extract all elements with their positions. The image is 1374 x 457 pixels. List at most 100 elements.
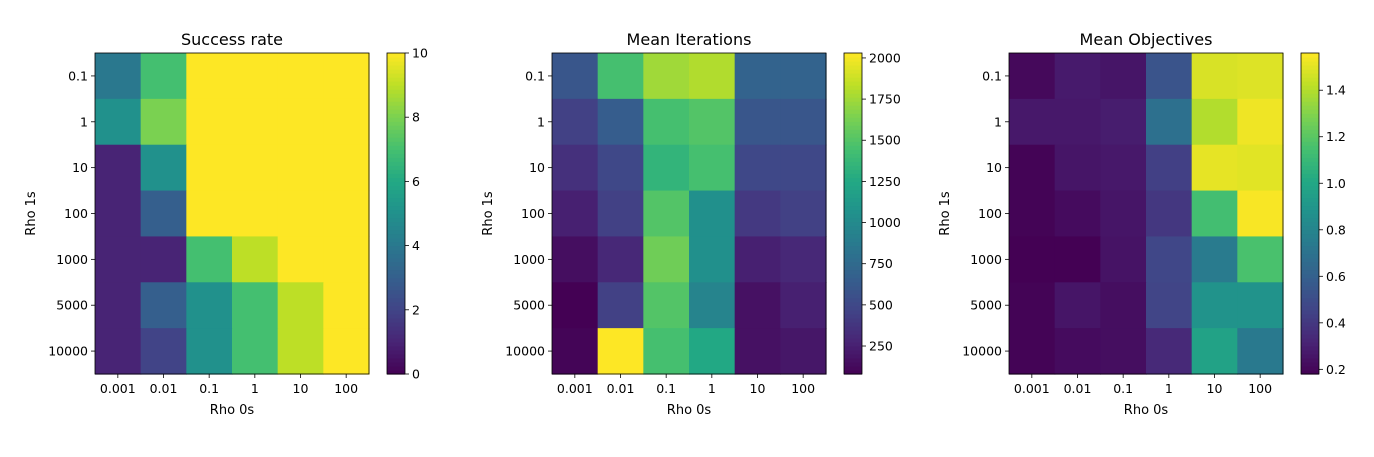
colorbar-segment (844, 301, 862, 307)
colorbar-segment (387, 65, 405, 70)
colorbar-segment (844, 61, 862, 66)
x-tick-label: 1 (251, 381, 259, 396)
colorbar-segment (387, 221, 405, 227)
colorbar-segment (1301, 241, 1319, 247)
colorbar-segment (1301, 349, 1319, 355)
heatmap-cell-r4-c4 (734, 236, 781, 283)
colorbar-segment (387, 317, 405, 323)
colorbar-frame (386, 52, 406, 375)
y-tick-label: 0.1 (68, 68, 88, 83)
x-tick-label: 0.1 (199, 381, 219, 396)
colorbar-segment (1301, 205, 1319, 211)
colorbar-segment (387, 357, 405, 363)
colorbar-segment (844, 77, 862, 82)
x-tick-label: 10 (293, 381, 309, 396)
colorbar-segment (387, 117, 405, 122)
heatmap-cell-r6-c5 (780, 328, 827, 375)
colorbar-segment (387, 349, 405, 355)
colorbar-segment (844, 165, 862, 170)
colorbar-segment (844, 245, 862, 251)
heatmap-cell-r0-c4 (1191, 53, 1238, 100)
colorbar-segment (387, 129, 405, 134)
colorbar-segment (387, 277, 405, 283)
colorbar-tick-label: 1.0 (1326, 176, 1346, 191)
colorbar-segment (1301, 289, 1319, 295)
y-tick-label: 5000 (56, 298, 88, 313)
heatmap-cell-r5-c2 (1100, 282, 1147, 329)
colorbar-segment (844, 265, 862, 271)
heatmap-cell-r0-c2 (643, 53, 690, 100)
heatmap-cell-r4-c0 (1009, 236, 1056, 283)
heatmap-cell-r3-c4 (277, 190, 324, 238)
heatmap-cell-r6-c2 (186, 328, 233, 375)
colorbar-segment (844, 169, 862, 174)
colorbar-segment (844, 233, 862, 239)
colorbar-segment (1301, 121, 1319, 126)
heatmap-cell-r0-c0 (1009, 53, 1056, 100)
heatmap-cell-r4-c1 (597, 236, 644, 283)
heatmap-cell-r0-c1 (140, 53, 187, 100)
colorbar-segment (844, 177, 862, 182)
colorbar-segment (387, 125, 405, 130)
colorbar-segment (387, 213, 405, 219)
heatmap-cell-r2-c1 (1054, 144, 1101, 192)
heatmap-cell-r2-c0 (1009, 144, 1056, 192)
colorbar-segment (1301, 369, 1319, 375)
colorbar-segment (844, 353, 862, 359)
colorbar-segment (844, 213, 862, 219)
y-tick-label: 10 (986, 160, 1002, 175)
colorbar-segment (1301, 365, 1319, 371)
colorbar-segment (844, 225, 862, 231)
heatmap-cell-r0-c4 (734, 53, 781, 100)
colorbar-segment (1301, 261, 1319, 267)
heatmap-cell-r3-c4 (1191, 190, 1238, 238)
heatmap-cell-r3-c4 (734, 190, 781, 238)
x-tick-label: 100 (791, 381, 815, 396)
heatmap-cell-r5-c4 (734, 282, 781, 329)
heatmap-cell-r6-c4 (1191, 328, 1238, 375)
x-tick-label: 0.001 (100, 381, 136, 396)
colorbar-segment (1301, 181, 1319, 187)
colorbar-segment (1301, 197, 1319, 203)
heatmap-cell-r2-c3 (232, 144, 279, 192)
colorbar-segment (387, 173, 405, 178)
colorbar-segment (387, 269, 405, 275)
heatmap-cell-r0-c3 (689, 53, 736, 100)
colorbar-segment (1301, 73, 1319, 78)
colorbar-segment (844, 261, 862, 267)
colorbar-segment (1301, 285, 1319, 291)
x-tick-label: 100 (334, 381, 358, 396)
x-tick-label: 10 (1207, 381, 1223, 396)
y-tick-label: 5000 (970, 298, 1002, 313)
heatmap-cell-r6-c4 (734, 328, 781, 375)
heatmap-cell-r4-c5 (323, 236, 370, 283)
colorbar-segment (387, 101, 405, 106)
colorbar-segment (1301, 357, 1319, 363)
colorbar-segment (387, 249, 405, 255)
colorbar-segment (844, 241, 862, 247)
heatmap-cell-r5-c5 (1237, 282, 1284, 329)
heatmap-cell-r0-c0 (95, 53, 142, 100)
colorbar-tick-label: 8 (412, 110, 420, 125)
heatmap-cell-r6-c2 (1100, 328, 1147, 375)
colorbar-segment (387, 201, 405, 207)
colorbar-segment (1301, 89, 1319, 94)
colorbar-segment (1301, 165, 1319, 170)
colorbar-segment (387, 329, 405, 335)
chart-panel-2: Mean Iterations 0.001 0.01 0.1 1 10 100 0.1 1 10 1… (481, 30, 901, 418)
colorbar-segment (387, 261, 405, 267)
colorbar-segment (1301, 129, 1319, 134)
colorbar-segment (1301, 317, 1319, 323)
y-tick-label: 100 (978, 206, 1002, 221)
heatmap-cell-r6-c4 (277, 328, 324, 375)
colorbar-segment (1301, 325, 1319, 331)
heatmap-cell-r6-c3 (232, 328, 279, 375)
colorbar-segment (387, 121, 405, 126)
colorbar-segment (1301, 113, 1319, 118)
heatmap-cell-r6-c0 (1009, 328, 1056, 375)
colorbar-segment (387, 229, 405, 235)
colorbar-segment (844, 173, 862, 178)
colorbar-segment (1301, 109, 1319, 114)
colorbar-segment (844, 369, 862, 375)
